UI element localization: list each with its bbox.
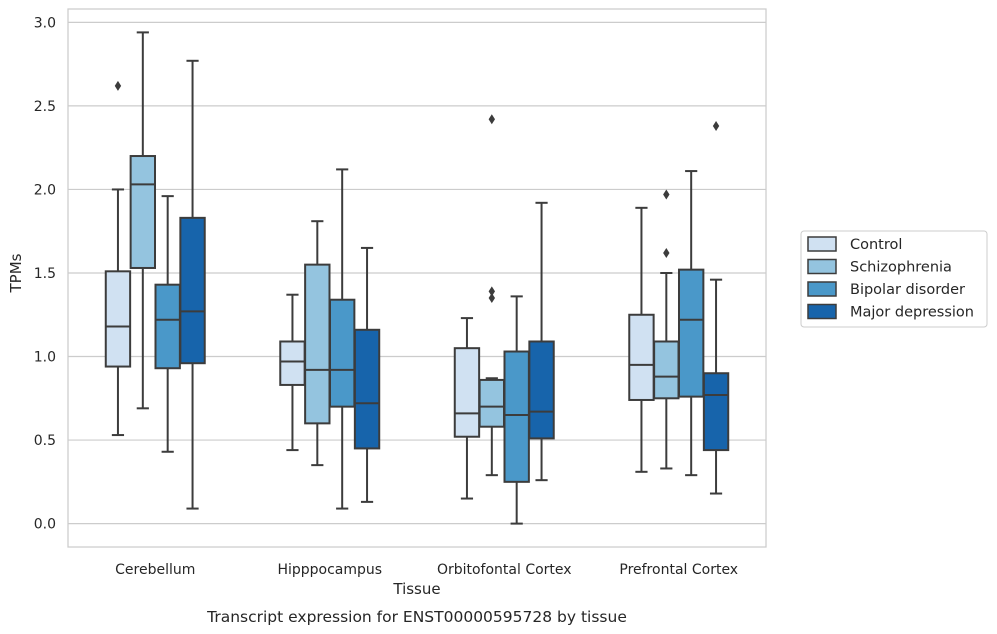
outlier-point — [114, 80, 122, 91]
box-2-0 — [154, 195, 181, 453]
x-tick-label: Orbitofontal Cortex — [437, 562, 572, 578]
box-iqr — [503, 350, 530, 483]
box-3-3 — [702, 120, 730, 495]
x-tick-label: Cerebellum — [115, 562, 195, 578]
box-0-3 — [628, 206, 655, 473]
box-iqr — [104, 270, 132, 368]
legend-swatch — [807, 303, 837, 320]
box-iqr — [628, 313, 655, 401]
box-1-3 — [653, 189, 680, 470]
box-3-1 — [353, 246, 381, 503]
box-iqr — [478, 378, 506, 428]
legend: Control Schizophrenia Bipolar disorder Majo… — [800, 230, 988, 328]
x-axis-ticks: Cerebellum Hipppocampus Orbitofontal Corte… — [115, 562, 738, 578]
y-tick-label: 0.0 — [34, 517, 56, 533]
box-3-0 — [179, 59, 206, 510]
outlier-point — [663, 247, 670, 258]
legend-label: Control — [850, 237, 902, 253]
legend-swatch — [807, 236, 837, 252]
box-1-0 — [129, 31, 157, 410]
outlier-point — [488, 114, 496, 125]
box-iqr — [304, 263, 331, 425]
y-axis-label: TPMs — [7, 253, 25, 293]
legend-swatch — [807, 281, 837, 297]
outlier-point — [712, 120, 720, 131]
box-iqr — [179, 216, 206, 365]
box-iqr — [353, 328, 381, 450]
plot-area-frame — [67, 8, 767, 548]
box-2-1 — [328, 168, 356, 510]
box-iqr — [279, 340, 306, 386]
y-tick-label: 1.5 — [34, 266, 56, 282]
y-tick-label: 3.0 — [34, 15, 56, 31]
box-iqr — [528, 340, 555, 440]
legend-label: Bipolar disorder — [850, 282, 965, 298]
legend-label: Schizophrenia — [850, 260, 952, 276]
box-0-1 — [279, 293, 306, 452]
y-tick-label: 2.5 — [34, 99, 56, 115]
x-axis-label: Tissue — [392, 580, 440, 598]
box-iqr — [677, 268, 705, 398]
box-2-3 — [677, 170, 705, 477]
box-0-2 — [453, 317, 481, 500]
box-iqr — [653, 340, 680, 400]
y-tick-label: 1.0 — [34, 350, 56, 366]
figure-caption: Transcript expression for ENST0000059572… — [206, 608, 627, 626]
x-tick-label: Hipppocampus — [277, 562, 382, 578]
box-iqr — [702, 372, 730, 452]
legend-label: Major depression — [850, 305, 974, 321]
y-tick-label: 0.5 — [34, 433, 56, 449]
box-3-2 — [528, 201, 555, 482]
box-iqr — [129, 155, 157, 269]
outlier-point — [488, 293, 496, 304]
outlier-point — [663, 189, 670, 200]
outlier-point — [488, 286, 496, 297]
legend-swatch — [807, 258, 837, 275]
legend-frame — [800, 230, 988, 328]
y-tick-label: 2.0 — [34, 182, 56, 198]
box-1-1 — [304, 220, 331, 467]
y-axis-ticks: 0.0 0.5 1.0 1.5 2.0 2.5 3.0 — [34, 15, 56, 532]
box-iqr — [453, 347, 481, 438]
box-2-2 — [503, 295, 530, 525]
box-iqr — [154, 283, 181, 370]
box-0-0 — [104, 80, 132, 437]
box-1-2 — [478, 114, 506, 477]
x-tick-label: Prefrontal Cortex — [619, 562, 738, 578]
box-iqr — [328, 298, 356, 408]
box-series — [104, 31, 730, 525]
